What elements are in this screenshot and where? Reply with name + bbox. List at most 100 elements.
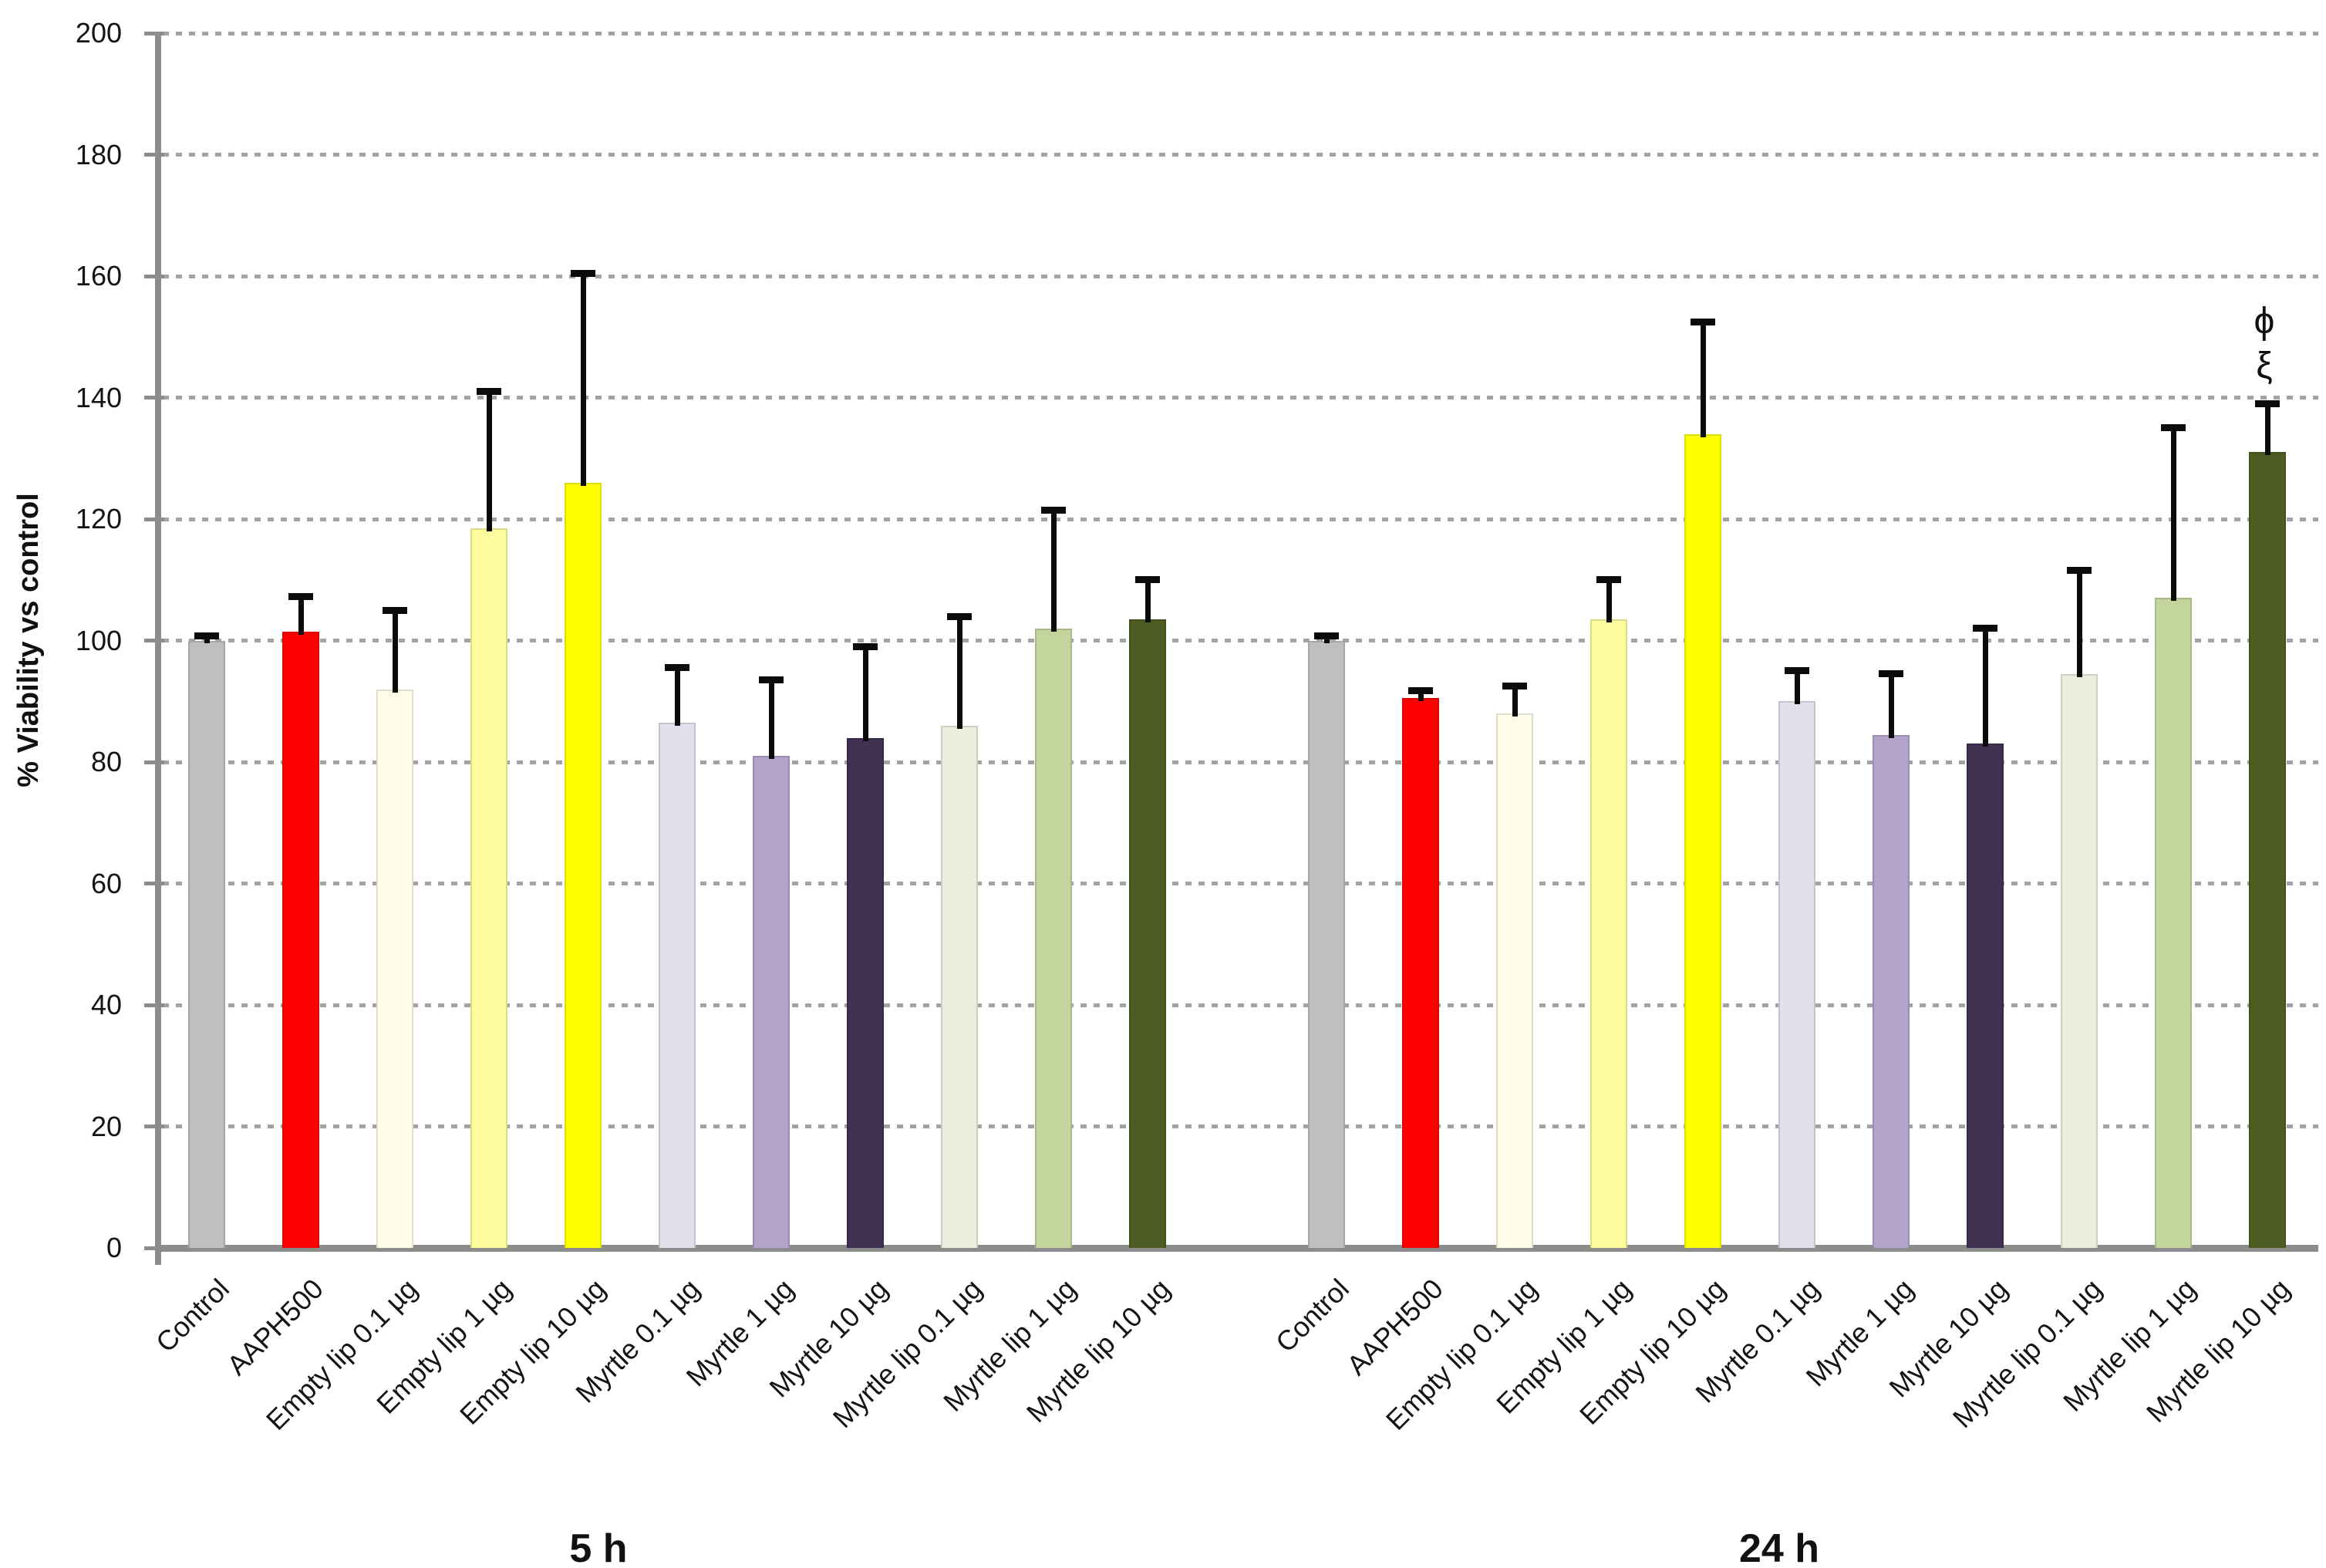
error-bar-cap xyxy=(194,632,219,639)
error-bar-stem xyxy=(1794,670,1800,705)
y-axis-tick-label: 0 xyxy=(106,1232,122,1263)
y-axis-tick xyxy=(144,517,164,521)
y-axis-tick-label: 140 xyxy=(75,381,122,413)
error-bar-cap xyxy=(2067,567,2092,575)
gridline xyxy=(163,153,2318,157)
y-axis-tick xyxy=(144,760,164,764)
error-bar-stem xyxy=(486,391,492,531)
y-axis-tick-label: 80 xyxy=(90,746,122,777)
error-bar-stem xyxy=(1982,628,1988,747)
bar xyxy=(1684,433,1721,1248)
error-bar-cap xyxy=(1041,506,1066,514)
bar xyxy=(188,640,225,1248)
error-bar-cap xyxy=(288,592,313,600)
error-bar-cap xyxy=(477,388,501,396)
y-axis-tick xyxy=(144,1003,164,1007)
y-axis-tick xyxy=(144,639,164,642)
error-bar-stem xyxy=(1050,510,1057,632)
error-bar-cap xyxy=(1973,625,1997,632)
bar xyxy=(282,631,319,1248)
error-bar-stem xyxy=(1512,686,1518,717)
y-axis-tick-label: 40 xyxy=(90,989,122,1020)
bar xyxy=(470,528,507,1248)
gridline xyxy=(163,1125,2318,1128)
error-bar-cap xyxy=(947,612,972,620)
y-axis-tick-label: 120 xyxy=(75,503,122,534)
error-bar-cap xyxy=(853,642,878,650)
y-axis-tick-label: 100 xyxy=(75,624,122,656)
y-axis-tick xyxy=(144,153,164,157)
error-bar-stem xyxy=(1888,673,1894,738)
y-axis-tick xyxy=(144,31,164,35)
y-axis-tick xyxy=(144,396,164,400)
error-bar-stem xyxy=(768,679,774,760)
bar xyxy=(1967,744,2004,1248)
gridline xyxy=(163,760,2318,764)
bar xyxy=(1873,734,1910,1248)
bar xyxy=(2061,673,2098,1248)
error-bar-cap xyxy=(383,606,407,614)
bar xyxy=(1496,713,1533,1248)
error-bar-cap xyxy=(759,676,784,684)
x-axis-line xyxy=(155,1245,2318,1252)
bar xyxy=(847,737,884,1248)
bar xyxy=(1035,628,1072,1248)
error-bar-stem xyxy=(674,667,680,726)
bar xyxy=(1308,640,1345,1248)
error-bar-stem xyxy=(580,273,586,486)
group-label-5h: 5 h xyxy=(569,1526,628,1568)
error-bar-stem xyxy=(956,616,962,729)
error-bar-cap xyxy=(1785,667,1809,675)
gridline xyxy=(163,882,2318,885)
gridline xyxy=(163,1003,2318,1007)
error-bar-cap xyxy=(665,664,689,672)
bar xyxy=(1778,701,1815,1248)
error-bar-cap xyxy=(1135,576,1160,584)
y-axis-tick-label: 200 xyxy=(75,17,122,49)
y-axis-line xyxy=(155,33,161,1265)
bar xyxy=(753,756,790,1248)
error-bar-stem xyxy=(1606,579,1612,622)
bar xyxy=(565,482,602,1248)
y-axis-tick xyxy=(144,274,164,278)
bar xyxy=(1402,698,1439,1248)
phi-symbol: ϕ xyxy=(2254,301,2275,342)
error-bar-stem xyxy=(1418,690,1424,702)
error-bar-cap xyxy=(1596,576,1621,584)
gridline xyxy=(163,396,2318,400)
error-bar-cap xyxy=(2255,400,2280,407)
error-bar-cap xyxy=(1691,318,1715,325)
y-axis-tick xyxy=(144,1125,164,1128)
significance-annotation: ϕ ξ xyxy=(2179,299,2326,389)
error-bar-stem xyxy=(392,610,398,693)
error-bar-cap xyxy=(1408,686,1433,694)
y-axis-tick-label: 160 xyxy=(75,260,122,292)
gridline xyxy=(163,31,2318,35)
y-axis-tick xyxy=(144,882,164,885)
gridline xyxy=(163,639,2318,642)
error-bar-stem xyxy=(204,636,210,644)
error-bar-stem xyxy=(1700,322,1706,437)
bar xyxy=(2155,598,2192,1248)
error-bar-cap xyxy=(571,269,595,277)
error-bar-stem xyxy=(1144,579,1151,622)
error-bar-cap xyxy=(1502,683,1527,690)
bar xyxy=(1590,619,1627,1248)
error-bar-stem xyxy=(2170,427,2176,602)
y-axis-tick xyxy=(144,1246,164,1250)
error-bar-cap xyxy=(2161,424,2186,432)
error-bar-stem xyxy=(298,596,304,635)
bar xyxy=(2249,452,2286,1248)
error-bar-cap xyxy=(1879,670,1903,678)
bar xyxy=(376,689,413,1248)
bar xyxy=(941,725,978,1248)
y-axis-tick-label: 20 xyxy=(90,1110,122,1142)
y-axis-title: % Viability vs control xyxy=(12,493,45,787)
error-bar-cap xyxy=(1314,632,1339,639)
y-axis-tick-label: 60 xyxy=(90,867,122,899)
error-bar-stem xyxy=(2076,570,2082,677)
bar xyxy=(1129,619,1166,1248)
xi-symbol: ξ xyxy=(2256,346,2273,386)
group-label-24h: 24 h xyxy=(1738,1526,1820,1568)
